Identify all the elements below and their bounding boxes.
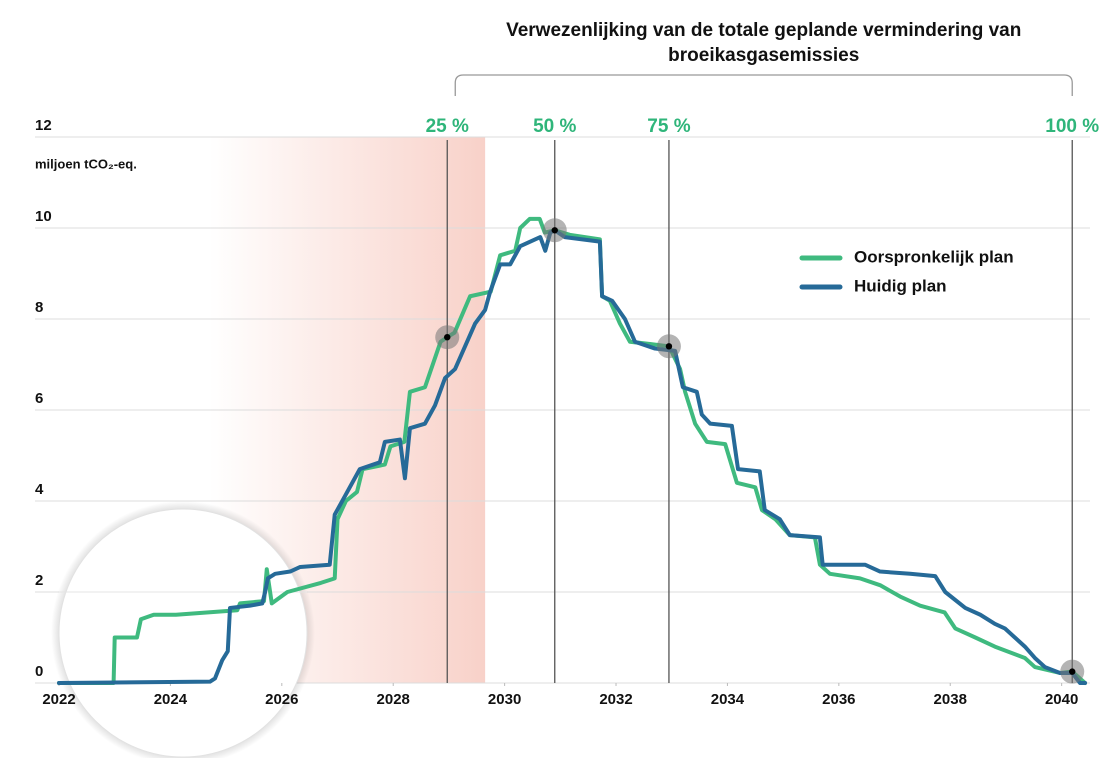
milestone-label: 75 %	[647, 116, 690, 137]
y-tick-label: 2	[35, 572, 43, 589]
x-tick-label: 2040	[1045, 691, 1078, 708]
legend-label: Oorspronkelijk plan	[854, 247, 1014, 266]
milestone-dot	[551, 227, 558, 234]
x-tick-label: 2022	[42, 691, 75, 708]
bracket	[454, 74, 1073, 96]
x-tick-label: 2032	[599, 691, 632, 708]
milestone-dot	[444, 334, 451, 341]
milestone-dot	[1069, 668, 1076, 675]
y-tick-label: 8	[35, 299, 43, 316]
y-tick-label: 12	[35, 117, 52, 134]
x-tick-label: 2036	[822, 691, 855, 708]
bracket-title: Verwezenlijking van de totale geplande v…	[506, 20, 1022, 66]
x-tick-label: 2034	[711, 691, 745, 708]
legend-label: Huidig plan	[854, 276, 947, 295]
milestone-dot	[665, 343, 673, 350]
y-axis-label: miljoen tCO₂-eq.	[35, 156, 137, 171]
x-tick-label: 2038	[934, 691, 967, 708]
x-tick-label: 2028	[377, 691, 410, 708]
y-tick-label: 6	[35, 390, 43, 407]
x-tick-label: 2026	[265, 691, 298, 708]
y-tick-label: 10	[35, 208, 52, 225]
milestone-label: 25 %	[426, 116, 469, 137]
milestone-label: 100 %	[1045, 116, 1099, 137]
magnifier	[58, 508, 308, 758]
x-tick-label: 2024	[154, 691, 188, 708]
x-tick-label: 2030	[488, 691, 521, 708]
milestone-label: 50 %	[533, 116, 576, 137]
y-tick-label: 4	[35, 481, 44, 498]
y-tick-label: 0	[35, 663, 43, 680]
